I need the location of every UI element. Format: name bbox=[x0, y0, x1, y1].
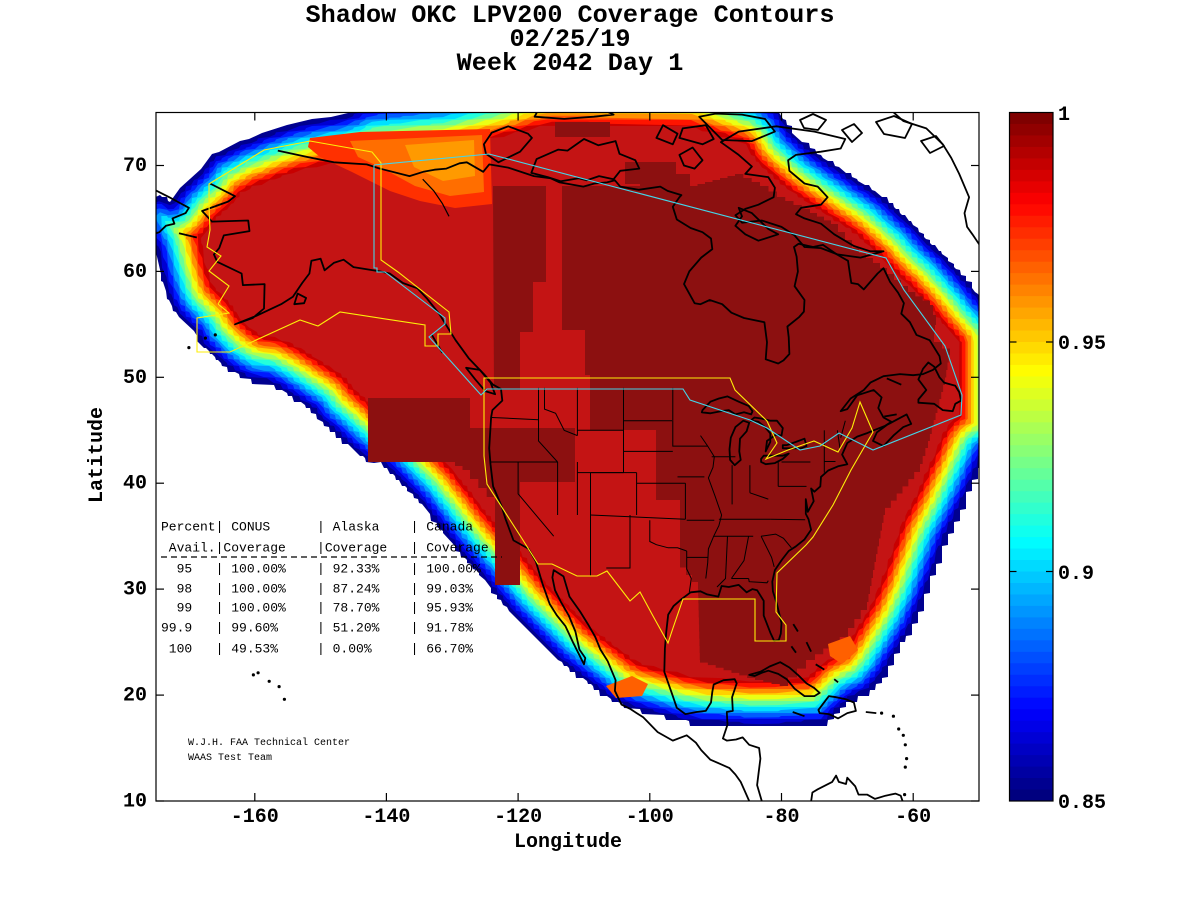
svg-text:Percent| CONUS | Alaska: Percent| CONUS | Alaska | Canada bbox=[161, 520, 473, 535]
svg-text:-120: -120 bbox=[494, 806, 542, 829]
svg-text:60: 60 bbox=[123, 261, 147, 284]
svg-text:Avail.|Coverage |Coverage: Avail.|Coverage |Coverage | Coverage bbox=[161, 541, 489, 556]
svg-text:-60: -60 bbox=[895, 806, 931, 829]
svg-text:02/25/19: 02/25/19 bbox=[510, 25, 631, 54]
svg-text:50: 50 bbox=[123, 367, 147, 390]
svg-text:20: 20 bbox=[123, 685, 147, 708]
svg-text:-140: -140 bbox=[362, 806, 410, 829]
svg-text:-80: -80 bbox=[763, 806, 799, 829]
svg-text:30: 30 bbox=[123, 579, 147, 602]
svg-text:40: 40 bbox=[123, 473, 147, 496]
svg-text:100 | 49.53% | 0.00%: 100 | 49.53% | 0.00% | 66.70% bbox=[161, 642, 473, 657]
svg-text:Longitude: Longitude bbox=[514, 831, 622, 854]
svg-text:-100: -100 bbox=[626, 806, 674, 829]
svg-text:0.95: 0.95 bbox=[1058, 333, 1106, 356]
svg-text:99.9 | 99.60% | 51.20%: 99.9 | 99.60% | 51.20% | 91.78% bbox=[161, 621, 473, 636]
svg-text:0.9: 0.9 bbox=[1058, 563, 1094, 586]
svg-text:1: 1 bbox=[1058, 104, 1070, 127]
svg-text:Shadow OKC LPV200 Coverage Con: Shadow OKC LPV200 Coverage Contours bbox=[305, 1, 834, 30]
svg-text:98 | 100.00% | 87.24%: 98 | 100.00% | 87.24% | 99.03% bbox=[161, 582, 473, 597]
svg-text:Latitude: Latitude bbox=[86, 407, 109, 503]
svg-text:70: 70 bbox=[123, 155, 147, 178]
svg-text:99 | 100.00% | 78.70%: 99 | 100.00% | 78.70% | 95.93% bbox=[161, 601, 473, 616]
svg-text:0.85: 0.85 bbox=[1058, 792, 1106, 815]
svg-text:10: 10 bbox=[123, 790, 147, 813]
svg-text:W.J.H. FAA Technical Center: W.J.H. FAA Technical Center bbox=[188, 737, 350, 749]
svg-text:95 | 100.00% | 92.33%: 95 | 100.00% | 92.33% | 100.00% bbox=[161, 562, 481, 577]
svg-text:-160: -160 bbox=[231, 806, 279, 829]
svg-text:Week 2042 Day 1: Week 2042 Day 1 bbox=[457, 49, 684, 78]
svg-text:WAAS Test Team: WAAS Test Team bbox=[188, 753, 272, 764]
